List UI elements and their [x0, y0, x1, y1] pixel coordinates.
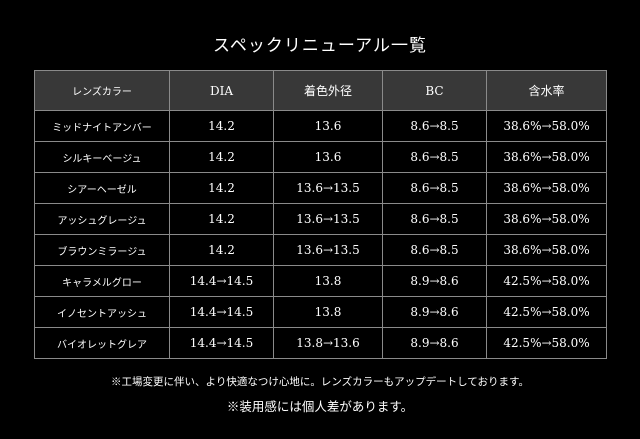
- lens-color-cell: ブラウンミラージュ: [34, 234, 170, 266]
- table-row: アッシュグレージュ 14.2 13.6→13.5 8.6→8.5 38.6%→5…: [34, 203, 607, 235]
- header-bc: BC: [382, 70, 487, 111]
- bc-cell: 8.9→8.6: [382, 327, 487, 359]
- note-individual-difference: ※装用感には個人差があります。: [226, 399, 414, 414]
- table-row: シルキーベージュ 14.2 13.6 8.6→8.5 38.6%→58.0%: [34, 141, 607, 173]
- lens-color-cell: シルキーベージュ: [34, 141, 170, 173]
- spec-table: レンズカラー DIA 着色外径 BC 含水率 ミッドナイトアンバー 14.2 1…: [34, 70, 607, 359]
- header-colored-diameter: 着色外径: [273, 70, 383, 111]
- colored-diameter-cell: 13.6→13.5: [273, 172, 383, 204]
- lens-color-cell: イノセントアッシュ: [34, 296, 170, 328]
- table-row: イノセントアッシュ 14.4→14.5 13.8 8.9→8.6 42.5%→5…: [34, 296, 607, 328]
- note-factory-change: ※工場変更に伴い、より快適なつけ心地に。レンズカラーもアップデートしております。: [111, 376, 529, 388]
- page-title: スペックリニューアル一覧: [213, 36, 427, 56]
- lens-color-cell: シアーヘーゼル: [34, 172, 170, 204]
- dia-cell: 14.4→14.5: [169, 265, 274, 297]
- lens-color-cell: バイオレットグレア: [34, 327, 170, 359]
- bc-cell: 8.6→8.5: [382, 203, 487, 235]
- water-content-cell: 42.5%→58.0%: [486, 265, 607, 297]
- water-content-cell: 38.6%→58.0%: [486, 234, 607, 266]
- lens-color-cell: ミッドナイトアンバー: [34, 110, 170, 142]
- header-water-content: 含水率: [486, 70, 607, 111]
- dia-cell: 14.2: [169, 203, 274, 235]
- bc-cell: 8.6→8.5: [382, 234, 487, 266]
- dia-cell: 14.4→14.5: [169, 327, 274, 359]
- water-content-cell: 42.5%→58.0%: [486, 327, 607, 359]
- colored-diameter-cell: 13.8→13.6: [273, 327, 383, 359]
- header-dia: DIA: [169, 70, 274, 111]
- bc-cell: 8.6→8.5: [382, 110, 487, 142]
- colored-diameter-cell: 13.6→13.5: [273, 203, 383, 235]
- water-content-cell: 38.6%→58.0%: [486, 110, 607, 142]
- colored-diameter-cell: 13.8: [273, 296, 383, 328]
- dia-cell: 14.2: [169, 141, 274, 173]
- water-content-cell: 38.6%→58.0%: [486, 172, 607, 204]
- water-content-cell: 42.5%→58.0%: [486, 296, 607, 328]
- dia-cell: 14.2: [169, 110, 274, 142]
- table-row: バイオレットグレア 14.4→14.5 13.8→13.6 8.9→8.6 42…: [34, 327, 607, 359]
- table-row: キャラメルグロー 14.4→14.5 13.8 8.9→8.6 42.5%→58…: [34, 265, 607, 297]
- bc-cell: 8.6→8.5: [382, 141, 487, 173]
- colored-diameter-cell: 13.6: [273, 141, 383, 173]
- lens-color-cell: アッシュグレージュ: [34, 203, 170, 235]
- bc-cell: 8.9→8.6: [382, 296, 487, 328]
- table-row: シアーヘーゼル 14.2 13.6→13.5 8.6→8.5 38.6%→58.…: [34, 172, 607, 204]
- dia-cell: 14.2: [169, 234, 274, 266]
- lens-color-cell: キャラメルグロー: [34, 265, 170, 297]
- table-header-row: レンズカラー DIA 着色外径 BC 含水率: [34, 70, 607, 111]
- bc-cell: 8.9→8.6: [382, 265, 487, 297]
- water-content-cell: 38.6%→58.0%: [486, 141, 607, 173]
- dia-cell: 14.2: [169, 172, 274, 204]
- table-row: ミッドナイトアンバー 14.2 13.6 8.6→8.5 38.6%→58.0%: [34, 110, 607, 142]
- colored-diameter-cell: 13.8: [273, 265, 383, 297]
- colored-diameter-cell: 13.6: [273, 110, 383, 142]
- header-lens-color: レンズカラー: [34, 70, 170, 111]
- water-content-cell: 38.6%→58.0%: [486, 203, 607, 235]
- bc-cell: 8.6→8.5: [382, 172, 487, 204]
- dia-cell: 14.4→14.5: [169, 296, 274, 328]
- colored-diameter-cell: 13.6→13.5: [273, 234, 383, 266]
- table-row: ブラウンミラージュ 14.2 13.6→13.5 8.6→8.5 38.6%→5…: [34, 234, 607, 266]
